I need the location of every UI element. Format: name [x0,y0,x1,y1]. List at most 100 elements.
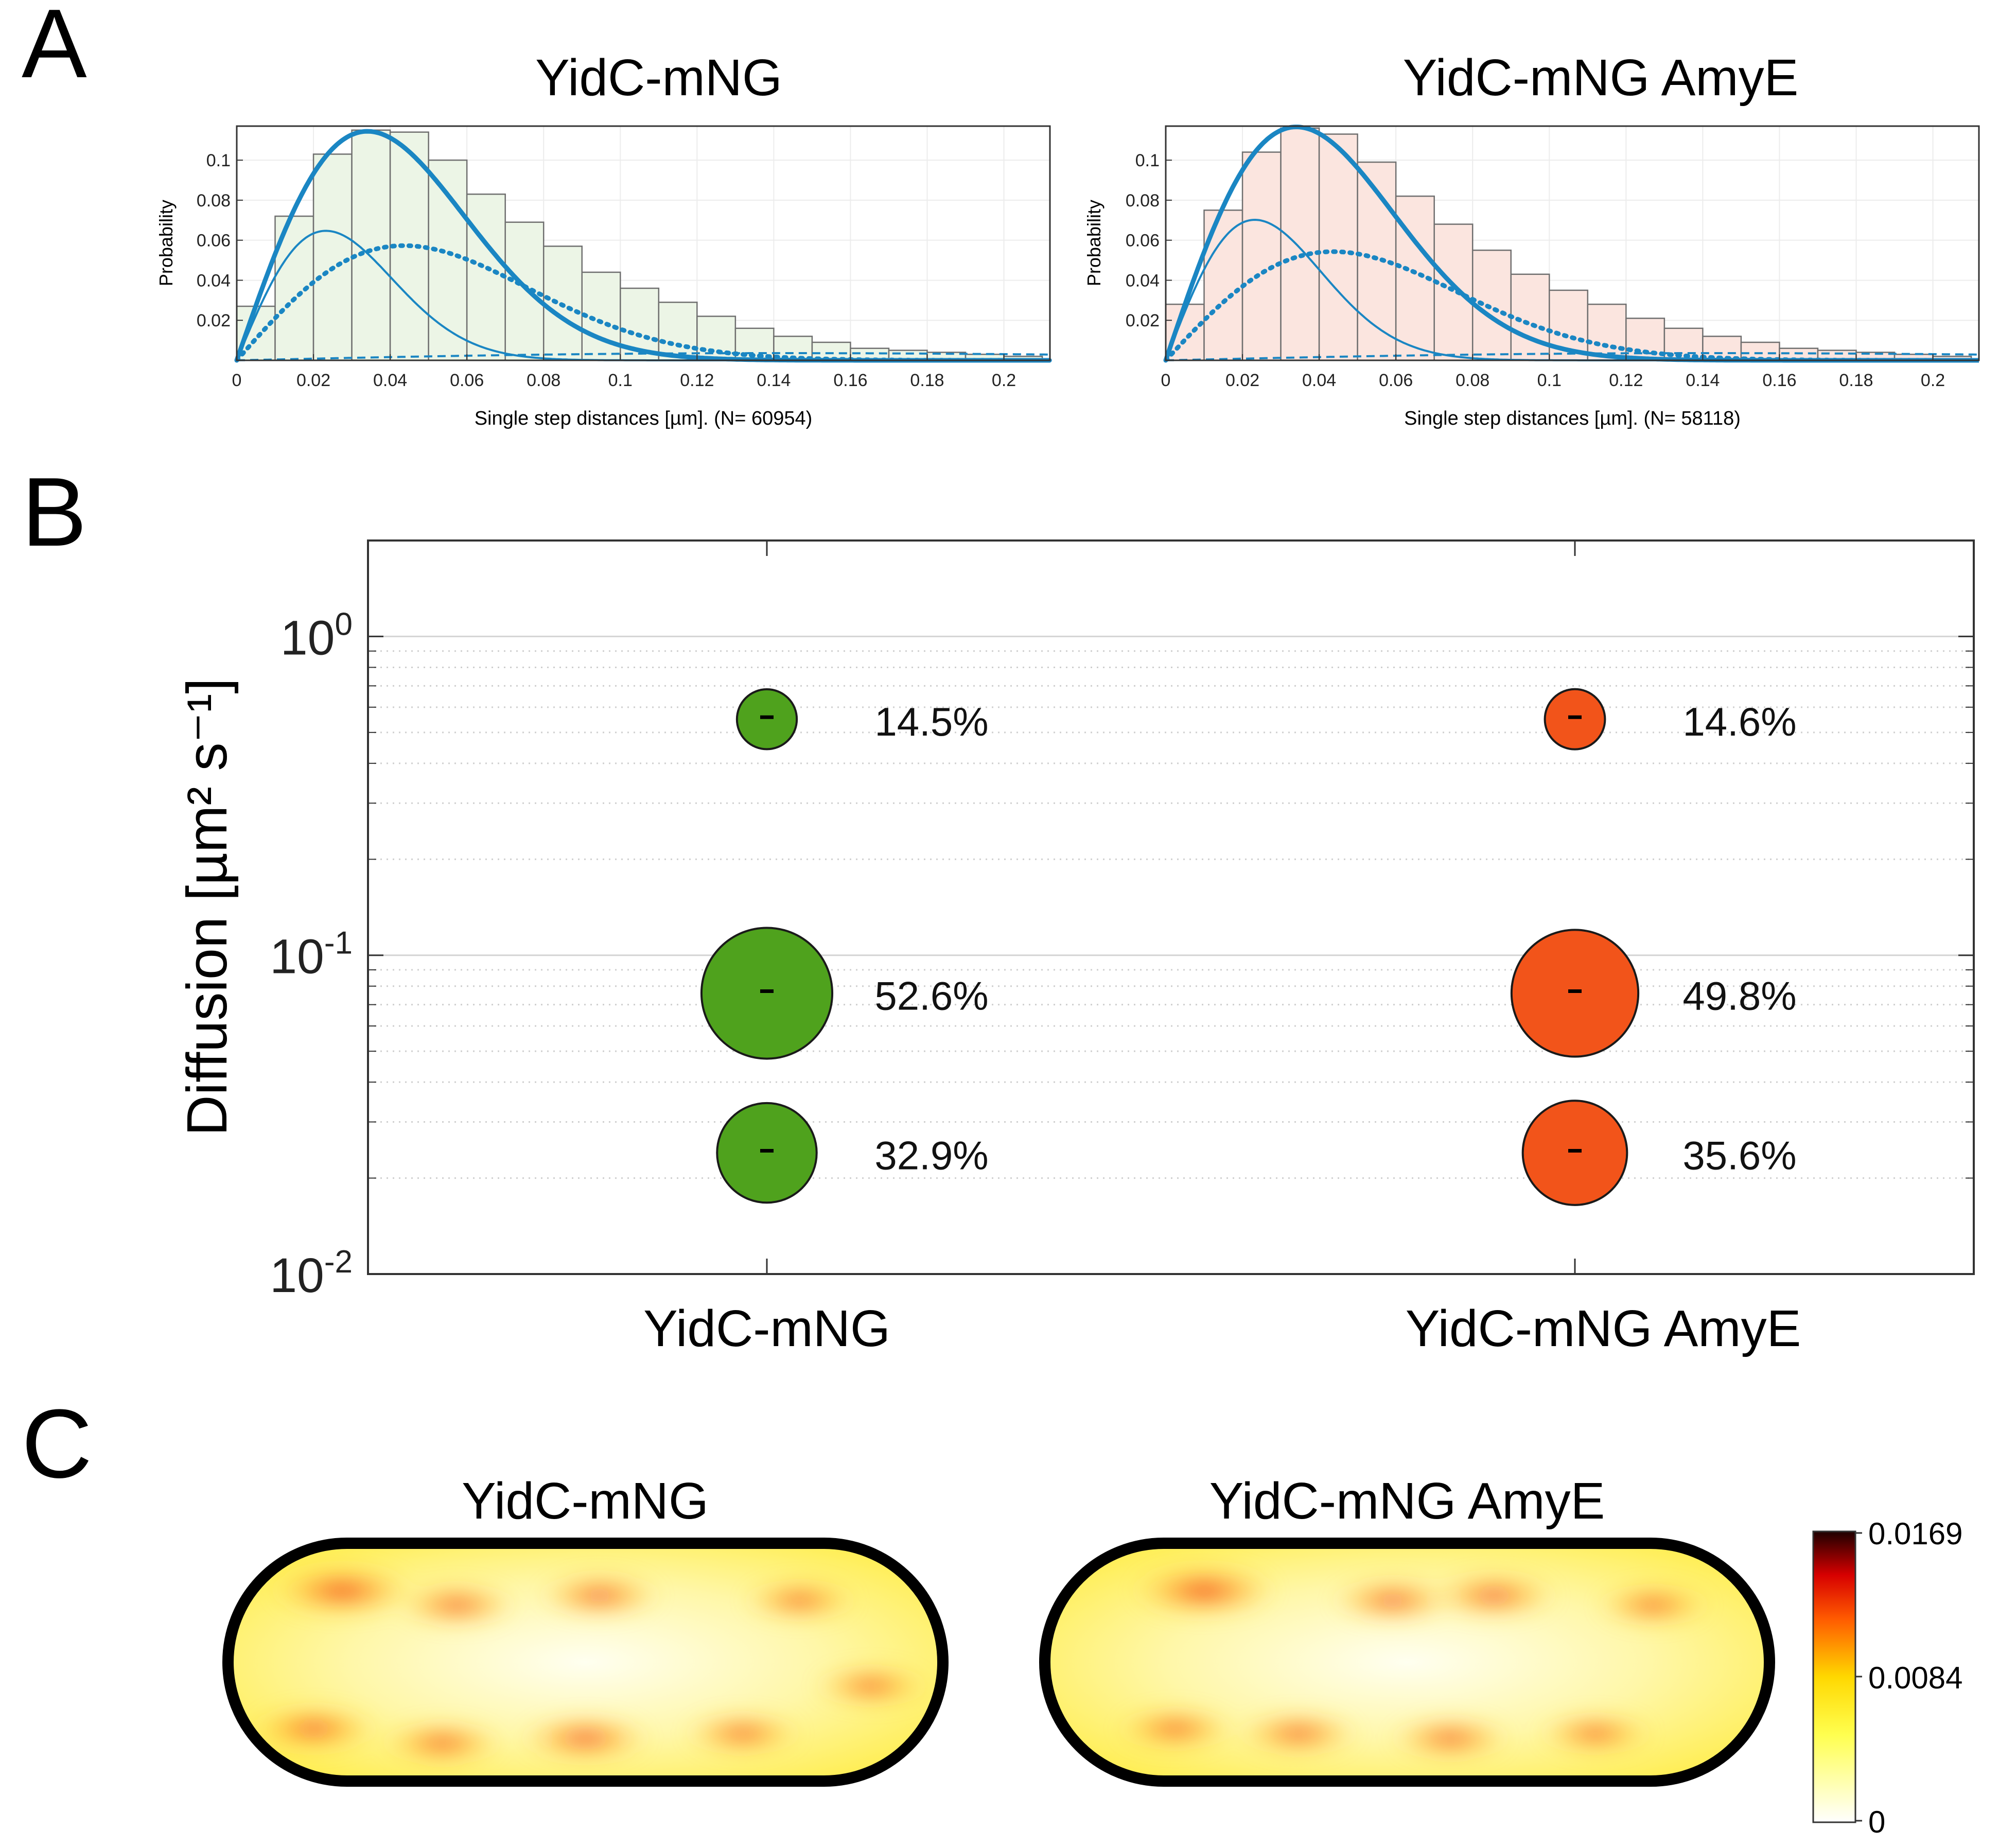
heat-hotspot [1537,1711,1655,1756]
heat-hotspot [1329,1576,1456,1624]
category-label-2: YidC-mNG AmyE [1406,1300,1801,1357]
x-tick-label-left: 0.02 [296,371,330,390]
histogram-bar [1280,127,1320,361]
x-tick-label-left: 0.08 [527,371,560,390]
diffusion-chart: 100 10-1 10-2 14.5% 52.6% 32.9% 14.6% 49.8% 35.… [176,539,1975,1357]
x-tick-label-right: 0.18 [1839,371,1873,390]
cell-heatmap-2 [1045,1543,1769,1781]
x-tick-label-right: 0.2 [1921,371,1945,390]
chart-title-left: YidC-mNG [535,49,782,107]
diffusion-bubble [716,1102,818,1204]
colorbar-mid-label: 0.0084 [1868,1661,1963,1695]
x-tick-label-right: 0.1 [1537,371,1562,390]
heat-hotspot [1130,1563,1278,1618]
y-tick-label-left: 0.08 [197,191,231,211]
y-tick-label-right: 0.08 [1126,191,1160,211]
histogram-bar [312,153,353,361]
histogram-bar [1433,223,1474,361]
heat-hotspot [536,1572,663,1619]
diffusion-plot-frame [367,539,1975,1275]
y-tick-label-right: 0.04 [1126,271,1160,290]
panel-label-b: B [22,458,87,567]
histogram-bar [1241,151,1282,361]
heatmap-panel: YidC-mNG YidC-mNG AmyE 0.0169 0.0084 0 [222,1472,1963,1839]
y-tick-label-left: 0.06 [197,231,231,251]
y-tick-label: 10-2 [270,1244,353,1303]
x-tick-label-left: 0.18 [910,371,944,390]
population-percent: 52.6% [874,973,988,1019]
colorbar-max-label: 0.0169 [1868,1516,1963,1551]
x-axis-label-left: Single step distances [µm]. (N= 60954) [475,408,813,429]
x-tick-label-left: 0 [232,371,242,390]
fit-curve-fast-population [1165,352,1979,361]
population-percent: 49.8% [1682,973,1796,1019]
population-percent: 35.6% [1682,1133,1796,1178]
y-axis-label-left: Probability [155,200,177,286]
x-tick-label-right: 0.16 [1762,371,1796,390]
x-tick-label-left: 0.1 [608,371,633,390]
y-axis-label-right: Probability [1083,200,1104,286]
heat-hotspot [270,1564,415,1618]
heat-hotspot [519,1713,652,1763]
x-tick-label-right: 0.14 [1686,371,1720,390]
diffusion-bubble [1510,929,1640,1058]
colorbar-min-label: 0 [1868,1805,1885,1839]
heat-hotspot [682,1711,803,1756]
heat-hotspot [1236,1710,1360,1757]
heatmap-title-2: YidC-mNG AmyE [1209,1472,1605,1530]
histogram-bar [1587,303,1627,361]
plot-frame-left [236,125,1051,361]
population-percent: 14.6% [1682,699,1796,744]
cell-outline-1 [222,1538,949,1787]
panel-label-c: C [22,1389,92,1498]
histogram-bar [466,193,506,361]
x-tick-label-left: 0.2 [992,371,1016,390]
fit-curve-fast-population [236,352,1050,361]
heat-hotspot [395,1582,519,1629]
diffusion-y-axis-label: Diffusion [µm² s⁻¹] [176,678,239,1136]
heat-hotspot [741,1578,859,1623]
x-tick-label-right: 0.04 [1302,371,1336,390]
histogram-bar [658,301,698,361]
x-tick-label-left: 0.14 [757,371,791,390]
x-tick-label-right: 0.12 [1609,371,1643,390]
heat-hotspot [1594,1582,1712,1628]
diffusion-bubble [1521,1100,1628,1206]
heat-hotspot [1389,1715,1513,1762]
colorbar-gradient [1812,1530,1856,1823]
heat-hotspot [249,1704,379,1753]
heatmap-title-1: YidC-mNG [462,1472,709,1530]
x-tick-label-right: 0.06 [1379,371,1413,390]
x-tick-label-right: 0 [1161,371,1171,390]
chart-title-right: YidC-mNG AmyE [1403,49,1799,107]
population-percent: 32.9% [874,1133,988,1178]
histogram-bar [1318,133,1358,361]
cell-outline-2 [1039,1538,1775,1787]
x-axis-label-right: Single step distances [µm]. (N= 58118) [1404,408,1741,429]
category-label-1: YidC-mNG [643,1300,890,1357]
histogram-chart-left: YidC-mNG 0 0.02 0.04 0.06 0.08 0.1 0.12 0.14 0.1… [155,49,1053,429]
y-tick-label-right: 0.02 [1126,311,1160,330]
x-tick-label-right: 0.02 [1225,371,1259,390]
heat-hotspot [1429,1571,1559,1620]
diffusion-bubble [735,688,798,751]
histogram-bar [504,221,545,361]
plot-frame-right [1165,125,1980,361]
y-tick-label-right: 0.1 [1135,151,1160,170]
y-tick-label-left: 0.04 [197,271,231,290]
x-tick-label-left: 0.12 [680,371,714,390]
y-tick-label: 10-1 [270,926,353,984]
x-tick-label-right: 0.08 [1456,371,1489,390]
diffusion-bubble [700,927,834,1060]
y-tick-label-left: 0.02 [197,311,231,330]
heat-hotspot [380,1719,504,1767]
cell-heatmap-1 [228,1543,943,1781]
population-percent: 14.5% [874,699,988,744]
heat-hotspot [1115,1706,1236,1752]
y-tick-label: 100 [280,606,353,665]
y-tick-label-right: 0.06 [1126,231,1160,251]
x-tick-label-left: 0.16 [833,371,867,390]
heat-hotspot [813,1664,931,1708]
y-tick-label-left: 0.1 [206,151,231,170]
